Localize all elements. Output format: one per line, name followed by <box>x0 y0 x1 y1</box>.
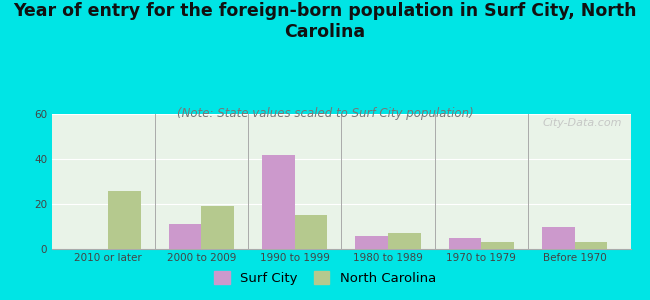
Text: City-Data.com: City-Data.com <box>542 118 622 128</box>
Bar <box>202 206 234 249</box>
Text: Year of entry for the foreign-born population in Surf City, North
Carolina: Year of entry for the foreign-born popul… <box>13 2 637 41</box>
Legend: Surf City, North Carolina: Surf City, North Carolina <box>209 266 441 290</box>
Bar <box>575 242 607 249</box>
Bar <box>481 242 514 249</box>
Bar <box>168 224 202 249</box>
Bar <box>108 190 140 249</box>
Bar <box>262 154 294 249</box>
Bar <box>356 236 388 249</box>
Bar <box>294 215 327 249</box>
Text: (Note: State values scaled to Surf City population): (Note: State values scaled to Surf City … <box>177 106 473 119</box>
Bar <box>52 114 630 249</box>
Bar <box>448 238 481 249</box>
Bar <box>542 226 575 249</box>
Bar <box>388 233 421 249</box>
